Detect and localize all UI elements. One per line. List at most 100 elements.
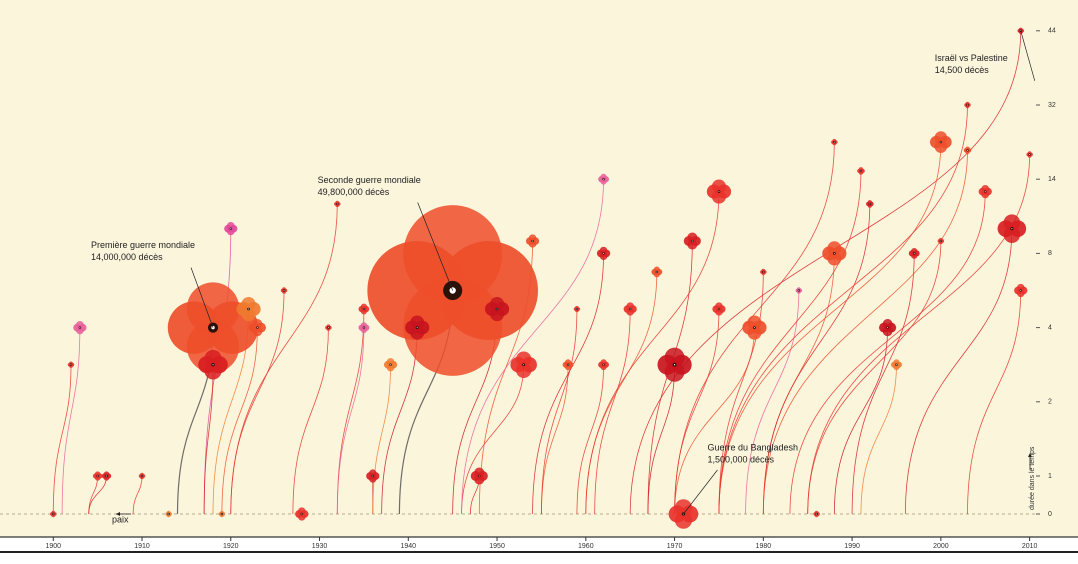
poppy [598,359,609,371]
poppy-pistil [567,364,569,366]
petal [891,361,898,368]
petal [73,323,81,332]
stem [718,170,862,515]
poppy-pistil [79,327,81,329]
peace-arrow-head [116,512,120,516]
stem [674,142,835,515]
stem [52,364,72,515]
petal [1014,286,1022,295]
y-tick-label: 0 [1048,511,1052,518]
war-deaths: 1,500,000 décès [707,454,774,464]
poppy-pistil [416,327,418,329]
poppy [822,241,847,266]
stem [718,142,942,515]
petal [101,473,108,479]
poppy-pistil [390,364,392,366]
poppy-pistil [168,513,170,515]
stem [762,150,968,515]
petal [651,268,658,276]
stem [372,364,391,515]
poppy-pistil [523,364,525,366]
poppy [73,320,87,335]
poppy [334,200,341,208]
stem [967,290,1022,515]
y-tick-label: 4 [1048,324,1052,331]
stem [594,309,631,515]
stem [745,290,800,515]
poppy-pistil [940,240,942,242]
poppy [92,471,103,481]
poppy [1014,283,1028,298]
poppy [325,324,332,331]
poppy-pistil [887,327,889,329]
poppy-pistil [603,364,605,366]
poppy [525,234,540,248]
petal [295,510,303,518]
poppy-pistil [966,104,968,106]
stem [647,364,675,515]
poppy [879,319,897,337]
petal [657,354,678,375]
poppy [813,510,820,518]
y-arrow-head [1028,453,1032,457]
poppy-pistil [895,364,897,366]
y-tick-label: 14 [1048,176,1056,183]
poppy [857,167,865,175]
poppy [295,507,309,521]
poppy-pistil [833,252,835,254]
petal [598,361,605,368]
petal [224,224,232,233]
poppy [165,510,172,518]
stem [132,475,143,515]
petal [963,148,969,153]
poppy-pistil [478,475,480,477]
poppy [510,351,537,378]
petal [405,320,420,335]
poppy-pistil [673,364,676,366]
poppy [742,315,767,340]
x-tick-label: 1940 [401,543,417,550]
poppy-pistil [718,191,720,193]
stem [585,191,720,515]
petal [978,187,987,196]
background [0,0,1078,537]
poppy [67,361,75,368]
poppy-pistil [97,475,99,477]
poppy-pistil [70,364,72,366]
poppy [712,302,726,316]
poppy [367,205,539,376]
war-deaths: 14,500 décès [935,65,990,75]
leader-line [683,469,718,515]
petal [198,356,216,374]
stem [718,271,764,515]
x-tick-label: 1910 [134,543,150,550]
x-tick-label: 2000 [933,543,949,550]
petal [857,168,862,174]
x-tick-label: 1990 [844,543,860,550]
y-tick-label: 1 [1048,473,1052,480]
poppy-pistil [691,240,693,242]
y-tick-label: 8 [1048,250,1052,257]
stem [904,228,1013,515]
poppy [573,305,581,313]
poppy [598,173,609,185]
x-tick-label: 1980 [756,543,772,550]
petal [383,360,392,369]
poppy [706,179,732,204]
x-tick-label: 1900 [45,543,61,550]
stem [807,241,942,515]
poppy-pistil [984,191,986,193]
poppy [760,268,767,276]
poppy-pistil [1020,290,1022,291]
poppy [198,349,228,380]
poppy-pistil [212,364,214,366]
leader-line [1020,30,1036,81]
stem [789,191,986,515]
petal [742,320,757,335]
stem [292,327,329,515]
stem [860,364,897,515]
petal [236,302,251,317]
poppy [248,319,266,337]
stem [576,364,604,515]
